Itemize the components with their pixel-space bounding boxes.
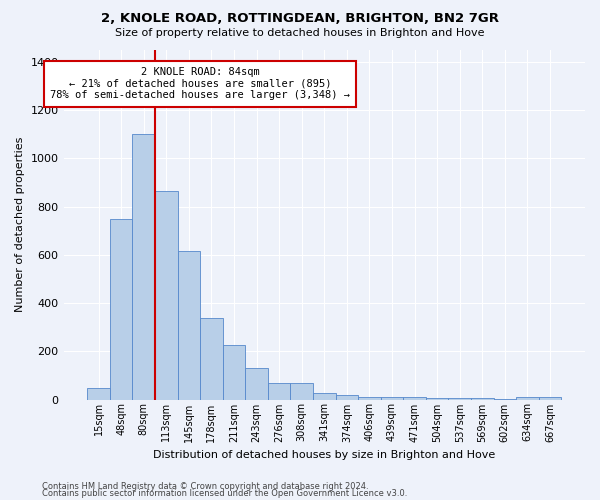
Bar <box>223 344 245 400</box>
Bar <box>155 191 178 400</box>
Text: 2 KNOLE ROAD: 84sqm
← 21% of detached houses are smaller (895)
78% of semi-detac: 2 KNOLE ROAD: 84sqm ← 21% of detached ho… <box>50 67 350 100</box>
Bar <box>335 395 358 400</box>
Text: 2, KNOLE ROAD, ROTTINGDEAN, BRIGHTON, BN2 7GR: 2, KNOLE ROAD, ROTTINGDEAN, BRIGHTON, BN… <box>101 12 499 26</box>
Bar <box>426 398 448 400</box>
Bar <box>313 393 335 400</box>
Bar <box>358 396 381 400</box>
X-axis label: Distribution of detached houses by size in Brighton and Hove: Distribution of detached houses by size … <box>153 450 496 460</box>
Bar <box>381 397 403 400</box>
Bar <box>539 397 561 400</box>
Bar <box>245 368 268 400</box>
Bar <box>87 388 110 400</box>
Bar <box>268 383 290 400</box>
Bar <box>290 383 313 400</box>
Text: Size of property relative to detached houses in Brighton and Hove: Size of property relative to detached ho… <box>115 28 485 38</box>
Y-axis label: Number of detached properties: Number of detached properties <box>15 137 25 312</box>
Bar <box>403 397 426 400</box>
Bar <box>133 134 155 400</box>
Bar <box>471 398 494 400</box>
Bar <box>448 398 471 400</box>
Bar <box>516 397 539 400</box>
Text: Contains HM Land Registry data © Crown copyright and database right 2024.: Contains HM Land Registry data © Crown c… <box>42 482 368 491</box>
Bar <box>110 218 133 400</box>
Bar <box>200 318 223 400</box>
Bar <box>494 399 516 400</box>
Text: Contains public sector information licensed under the Open Government Licence v3: Contains public sector information licen… <box>42 489 407 498</box>
Bar <box>178 252 200 400</box>
